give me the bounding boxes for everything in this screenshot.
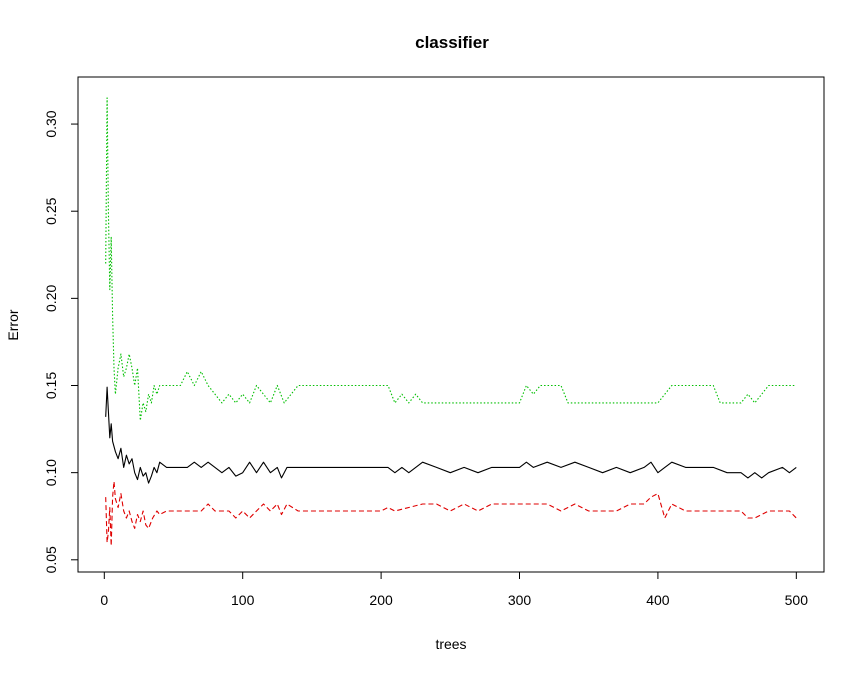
plot-frame <box>77 76 825 573</box>
x-axis: 0 100 200 300 400 500 <box>100 571 809 608</box>
series-line-1 <box>105 386 797 484</box>
y-tick-label: 0.15 <box>43 372 59 399</box>
y-tick-label: 0.20 <box>43 285 59 312</box>
x-tick-label: 500 <box>785 592 809 608</box>
y-tick-label: 0.25 <box>43 197 59 224</box>
series-layer <box>105 97 797 547</box>
x-tick-label: 100 <box>231 592 255 608</box>
y-tick-label: 0.05 <box>43 546 59 573</box>
y-tick-label: 0.30 <box>43 110 59 137</box>
chart-title: classifier <box>415 33 489 52</box>
x-tick-label: 200 <box>369 592 393 608</box>
x-axis-label: trees <box>435 636 466 652</box>
series-line-2 <box>105 480 797 547</box>
x-tick-label: 400 <box>646 592 670 608</box>
y-axis-label: Error <box>5 309 21 340</box>
x-tick-label: 0 <box>100 592 108 608</box>
y-tick-label: 0.10 <box>43 459 59 486</box>
y-axis: 0.05 0.10 0.15 0.20 0.25 0.30 <box>43 110 79 573</box>
series-line-3 <box>105 97 797 421</box>
x-tick-label: 300 <box>508 592 532 608</box>
